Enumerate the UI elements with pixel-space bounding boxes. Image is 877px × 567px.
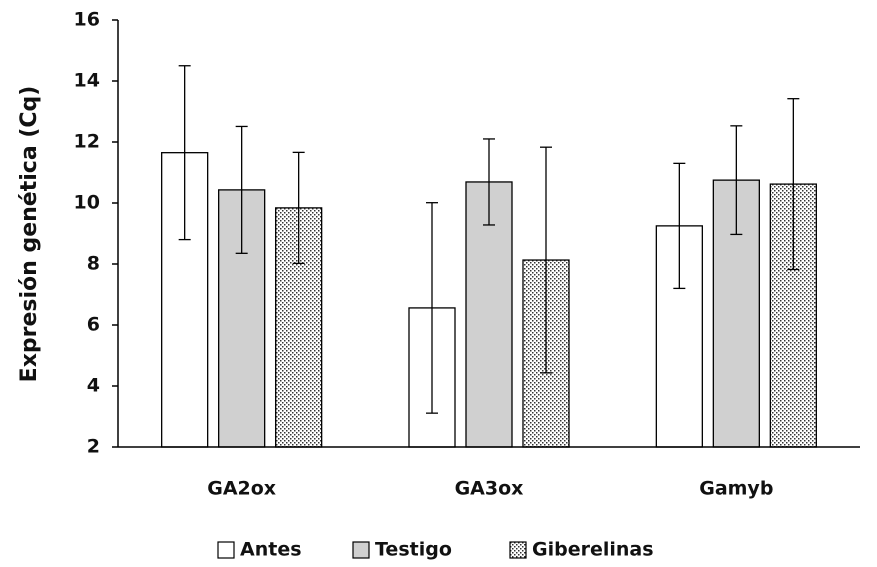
legend-swatch xyxy=(217,541,235,559)
y-tick-label: 8 xyxy=(87,253,100,275)
legend-swatch xyxy=(352,541,370,559)
y-tick-label: 2 xyxy=(87,436,100,458)
error-bar xyxy=(426,202,438,414)
error-bar xyxy=(540,146,552,374)
error-bar xyxy=(673,162,686,290)
y-tick-label: 12 xyxy=(74,131,100,153)
y-tick-label: 10 xyxy=(74,192,100,214)
error-bar xyxy=(730,125,743,236)
legend-label: Testigo xyxy=(375,539,452,561)
y-axis-label: Expresión genética (Cq) xyxy=(17,86,42,383)
error-bar xyxy=(235,125,248,254)
y-tick-label: 16 xyxy=(74,9,100,31)
error-bar xyxy=(483,138,495,226)
x-tick-label: Gamyb xyxy=(699,478,773,500)
legend-swatch xyxy=(509,541,527,559)
legend-label: Giberelinas xyxy=(532,539,654,561)
error-bar xyxy=(292,151,305,265)
x-tick-label: GA3ox xyxy=(455,478,524,500)
y-tick-label: 6 xyxy=(87,314,100,336)
bar xyxy=(465,181,513,448)
error-bar xyxy=(787,98,800,271)
legend-label: Antes xyxy=(240,539,302,561)
x-tick-label: GA2ox xyxy=(207,478,276,500)
y-tick-label: 4 xyxy=(87,375,100,397)
error-bar xyxy=(178,65,191,241)
y-tick-label: 14 xyxy=(74,70,100,92)
